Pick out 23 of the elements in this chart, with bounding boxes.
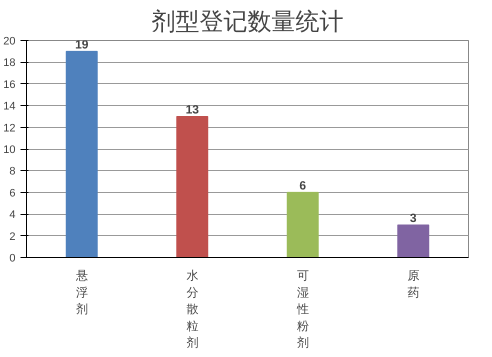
- bar: [286, 192, 319, 258]
- y-tick-label: 16: [3, 78, 16, 91]
- y-tick-label: 20: [3, 36, 16, 48]
- data-label: 3: [410, 210, 417, 225]
- data-label: 13: [186, 102, 200, 116]
- y-tick-label: 10: [3, 144, 16, 156]
- x-tick-label: 可湿性粉剂: [296, 268, 309, 350]
- x-tick-label: 水分散粒剂: [186, 268, 198, 350]
- y-tick-label: 14: [3, 100, 16, 113]
- chart-title: 剂型登记数量统计: [152, 8, 344, 36]
- x-tick-label: 原药: [407, 268, 420, 300]
- y-tick-label: 18: [3, 57, 16, 70]
- data-label: 6: [299, 178, 306, 192]
- y-tick-label: 4: [9, 209, 16, 222]
- bar: [66, 50, 98, 258]
- y-tick-label: 6: [9, 187, 16, 200]
- bar: [176, 116, 208, 258]
- x-tick-label: 悬浮剂: [74, 268, 88, 316]
- y-tick-label: 8: [9, 166, 16, 178]
- bar: [397, 224, 430, 258]
- y-tick-label: 12: [3, 122, 16, 134]
- y-tick-label: 0: [9, 252, 16, 264]
- y-tick-label: 2: [9, 230, 16, 243]
